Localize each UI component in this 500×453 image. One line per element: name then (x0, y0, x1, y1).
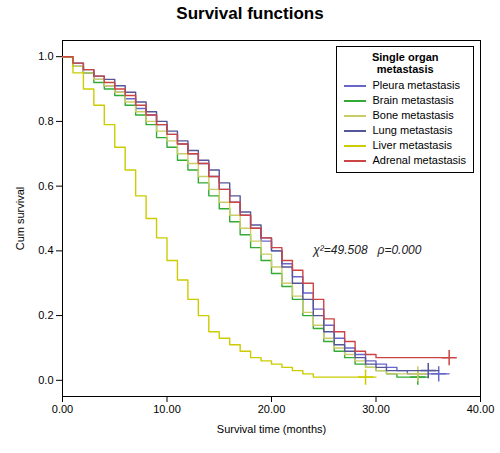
svg-text:0.00: 0.00 (52, 403, 73, 415)
svg-text:40.00: 40.00 (467, 403, 495, 415)
svg-text:0.8: 0.8 (38, 115, 53, 127)
html-text:Adrenal metastasis: Adrenal metastasis (372, 154, 466, 166)
svg-text:0.0: 0.0 (38, 374, 53, 386)
svg-text:1.0: 1.0 (38, 50, 53, 62)
svg-text:Cum survival: Cum survival (14, 187, 26, 251)
svg-text:0.4: 0.4 (38, 244, 53, 256)
svg-text:20.00: 20.00 (258, 403, 286, 415)
svg-text:0.6: 0.6 (38, 180, 53, 192)
svg-text:10.00: 10.00 (153, 403, 181, 415)
html-text:Pleura metastasis: Pleura metastasis (372, 79, 460, 91)
svg-text:χ²=49.508 ρ=0.000: χ²=49.508 ρ=0.000 (312, 243, 421, 257)
svg-text:Survival time (months): Survival time (months) (217, 423, 326, 435)
svg-text:30.00: 30.00 (362, 403, 390, 415)
html-text:Brain metastasis: Brain metastasis (372, 94, 454, 106)
html-text:Lung metastasis: Lung metastasis (372, 124, 453, 136)
html-text:Liver metastasis: Liver metastasis (372, 139, 452, 151)
html-text:Single organ metastasis: Single organ metastasis (371, 51, 439, 75)
html-text:Survival functions: Survival functions (176, 4, 324, 23)
svg-text:0.2: 0.2 (38, 309, 53, 321)
html-text:Bone metastasis: Bone metastasis (372, 109, 454, 121)
